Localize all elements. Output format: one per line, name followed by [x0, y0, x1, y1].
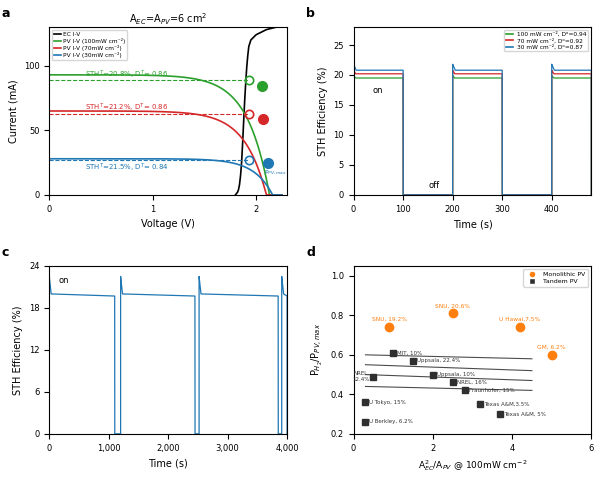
Text: U Tokyo, 15%: U Tokyo, 15%	[370, 400, 406, 405]
Text: Uppsala, 10%: Uppsala, 10%	[437, 372, 475, 377]
Y-axis label: P$_{H_2}$/P$_{PV,max}$: P$_{H_2}$/P$_{PV,max}$	[310, 324, 325, 376]
Text: P$_{PV,max}$: P$_{PV,max}$	[264, 169, 288, 177]
Y-axis label: Current (mA): Current (mA)	[8, 79, 18, 143]
Text: SNU, 19.2%: SNU, 19.2%	[372, 317, 407, 322]
Text: STH$^T$=21.5%, D$^T$= 0.84: STH$^T$=21.5%, D$^T$= 0.84	[85, 162, 169, 174]
X-axis label: Time (s): Time (s)	[148, 458, 188, 468]
Legend: 100 mW cm⁻², Dᵒ=0.94, 70 mW cm⁻², Dᵒ=0.92, 30 mW cm⁻², Dᵒ=0.87: 100 mW cm⁻², Dᵒ=0.94, 70 mW cm⁻², Dᵒ=0.9…	[504, 30, 588, 51]
Text: b: b	[306, 7, 315, 20]
Text: MIT, 10%: MIT, 10%	[397, 350, 423, 355]
Text: GM, 6.2%: GM, 6.2%	[537, 345, 566, 350]
Text: d: d	[306, 246, 315, 259]
X-axis label: Time (s): Time (s)	[453, 219, 492, 229]
Title: A$_{EC}$=A$_{PV}$=6 cm$^2$: A$_{EC}$=A$_{PV}$=6 cm$^2$	[129, 12, 207, 27]
X-axis label: A$_{EC}^2$/A$_{PV}$ @ 100mW cm$^{-2}$: A$_{EC}^2$/A$_{PV}$ @ 100mW cm$^{-2}$	[418, 458, 527, 473]
Text: c: c	[2, 246, 9, 259]
Text: a: a	[2, 7, 10, 20]
Text: on: on	[373, 86, 383, 95]
Text: STH$^T$=20.8%, D$^T$= 0.86: STH$^T$=20.8%, D$^T$= 0.86	[85, 69, 169, 81]
Text: Texas A&M, 5%: Texas A&M, 5%	[504, 411, 546, 417]
Text: Fraunhofer, 15%: Fraunhofer, 15%	[469, 388, 514, 393]
Text: Uppsala, 22.4%: Uppsala, 22.4%	[417, 358, 460, 363]
Text: STH$^T$=21.2%, D$^T$= 0.86: STH$^T$=21.2%, D$^T$= 0.86	[85, 102, 169, 114]
Y-axis label: STH Efficiency (%): STH Efficiency (%)	[318, 66, 328, 156]
Legend: Monolithic PV, Tandem PV: Monolithic PV, Tandem PV	[523, 269, 588, 287]
Y-axis label: STH Efficiency (%): STH Efficiency (%)	[13, 305, 23, 395]
Text: off: off	[429, 181, 440, 190]
Text: U Hawai,7.5%: U Hawai,7.5%	[499, 317, 541, 322]
Legend: EC I-V, PV I-V (100mW cm⁻²), PV I-V (70mW cm⁻²), PV I-V (30mW cm⁻²): EC I-V, PV I-V (100mW cm⁻²), PV I-V (70m…	[52, 30, 127, 60]
X-axis label: Voltage (V): Voltage (V)	[141, 219, 195, 229]
Text: on: on	[58, 276, 69, 286]
Text: NREL,
12.4%: NREL, 12.4%	[352, 371, 370, 382]
Text: SNU, 20.6%: SNU, 20.6%	[435, 303, 470, 309]
Text: U Berkley, 6.2%: U Berkley, 6.2%	[370, 420, 413, 424]
Text: Texas A&M,3.5%: Texas A&M,3.5%	[484, 402, 529, 407]
Text: NREL, 16%: NREL, 16%	[457, 380, 486, 385]
